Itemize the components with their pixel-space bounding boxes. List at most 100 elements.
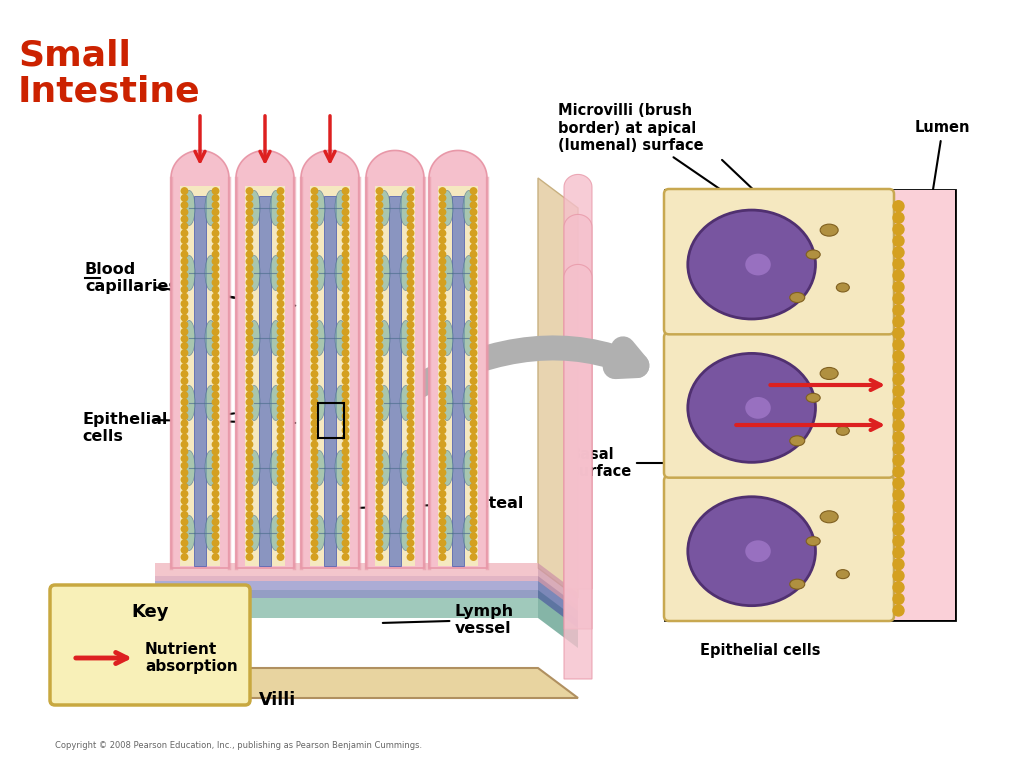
Circle shape — [439, 385, 445, 392]
Circle shape — [376, 413, 383, 419]
Circle shape — [470, 399, 477, 406]
Circle shape — [311, 540, 317, 546]
Circle shape — [278, 343, 284, 349]
Polygon shape — [236, 151, 294, 568]
Circle shape — [247, 449, 253, 455]
Circle shape — [342, 216, 349, 223]
Circle shape — [342, 462, 349, 468]
Circle shape — [408, 413, 414, 419]
Circle shape — [893, 524, 904, 535]
Circle shape — [408, 399, 414, 406]
Circle shape — [408, 230, 414, 237]
Circle shape — [278, 280, 284, 286]
Circle shape — [470, 195, 477, 201]
Circle shape — [181, 442, 187, 448]
Circle shape — [470, 476, 477, 483]
Circle shape — [470, 406, 477, 412]
Circle shape — [181, 237, 187, 243]
Circle shape — [439, 455, 445, 462]
Circle shape — [278, 258, 284, 265]
Circle shape — [212, 357, 219, 363]
Ellipse shape — [313, 256, 325, 290]
Circle shape — [181, 392, 187, 399]
Circle shape — [408, 251, 414, 257]
Circle shape — [470, 392, 477, 399]
Circle shape — [470, 293, 477, 300]
Circle shape — [212, 385, 219, 392]
Polygon shape — [438, 186, 478, 566]
Circle shape — [376, 293, 383, 300]
Circle shape — [470, 343, 477, 349]
Circle shape — [342, 427, 349, 434]
Circle shape — [247, 329, 253, 335]
Circle shape — [376, 188, 383, 194]
Circle shape — [311, 526, 317, 532]
Bar — [893, 190, 955, 620]
Circle shape — [181, 505, 187, 511]
Ellipse shape — [463, 451, 475, 485]
Circle shape — [212, 498, 219, 504]
Polygon shape — [564, 264, 592, 679]
Circle shape — [342, 540, 349, 546]
Circle shape — [342, 533, 349, 539]
Circle shape — [278, 336, 284, 342]
Circle shape — [247, 343, 253, 349]
Ellipse shape — [790, 435, 805, 446]
Circle shape — [311, 322, 317, 328]
Ellipse shape — [205, 515, 217, 551]
Circle shape — [893, 282, 904, 293]
Circle shape — [893, 236, 904, 247]
Circle shape — [470, 498, 477, 504]
Circle shape — [278, 223, 284, 230]
Circle shape — [342, 329, 349, 335]
Circle shape — [278, 420, 284, 426]
Circle shape — [181, 434, 187, 441]
Circle shape — [408, 343, 414, 349]
Ellipse shape — [270, 256, 282, 290]
Ellipse shape — [335, 256, 347, 290]
Circle shape — [470, 230, 477, 237]
Circle shape — [278, 188, 284, 194]
Circle shape — [212, 392, 219, 399]
Circle shape — [278, 498, 284, 504]
Circle shape — [342, 202, 349, 208]
Circle shape — [376, 209, 383, 215]
Ellipse shape — [745, 541, 771, 562]
Circle shape — [278, 378, 284, 384]
Circle shape — [376, 476, 383, 483]
Polygon shape — [155, 563, 538, 581]
Circle shape — [181, 554, 187, 561]
Circle shape — [342, 476, 349, 483]
Circle shape — [247, 195, 253, 201]
Circle shape — [470, 209, 477, 215]
Text: Nutrient
absorption: Nutrient absorption — [145, 642, 238, 674]
Circle shape — [439, 462, 445, 468]
Circle shape — [376, 307, 383, 314]
Circle shape — [278, 329, 284, 335]
Ellipse shape — [378, 320, 390, 356]
Circle shape — [278, 427, 284, 434]
Circle shape — [376, 498, 383, 504]
Circle shape — [342, 385, 349, 392]
Circle shape — [278, 505, 284, 511]
Circle shape — [439, 258, 445, 265]
Circle shape — [893, 374, 904, 385]
Circle shape — [408, 216, 414, 223]
Ellipse shape — [745, 253, 771, 276]
Circle shape — [247, 223, 253, 230]
Ellipse shape — [806, 393, 820, 402]
Circle shape — [893, 293, 904, 304]
FancyBboxPatch shape — [664, 475, 894, 621]
Circle shape — [311, 413, 317, 419]
Circle shape — [470, 188, 477, 194]
Circle shape — [470, 491, 477, 497]
Circle shape — [342, 293, 349, 300]
Circle shape — [470, 357, 477, 363]
Circle shape — [376, 526, 383, 532]
Circle shape — [439, 498, 445, 504]
Ellipse shape — [837, 426, 849, 435]
Ellipse shape — [790, 293, 805, 303]
Circle shape — [278, 202, 284, 208]
Circle shape — [212, 343, 219, 349]
Circle shape — [278, 449, 284, 455]
